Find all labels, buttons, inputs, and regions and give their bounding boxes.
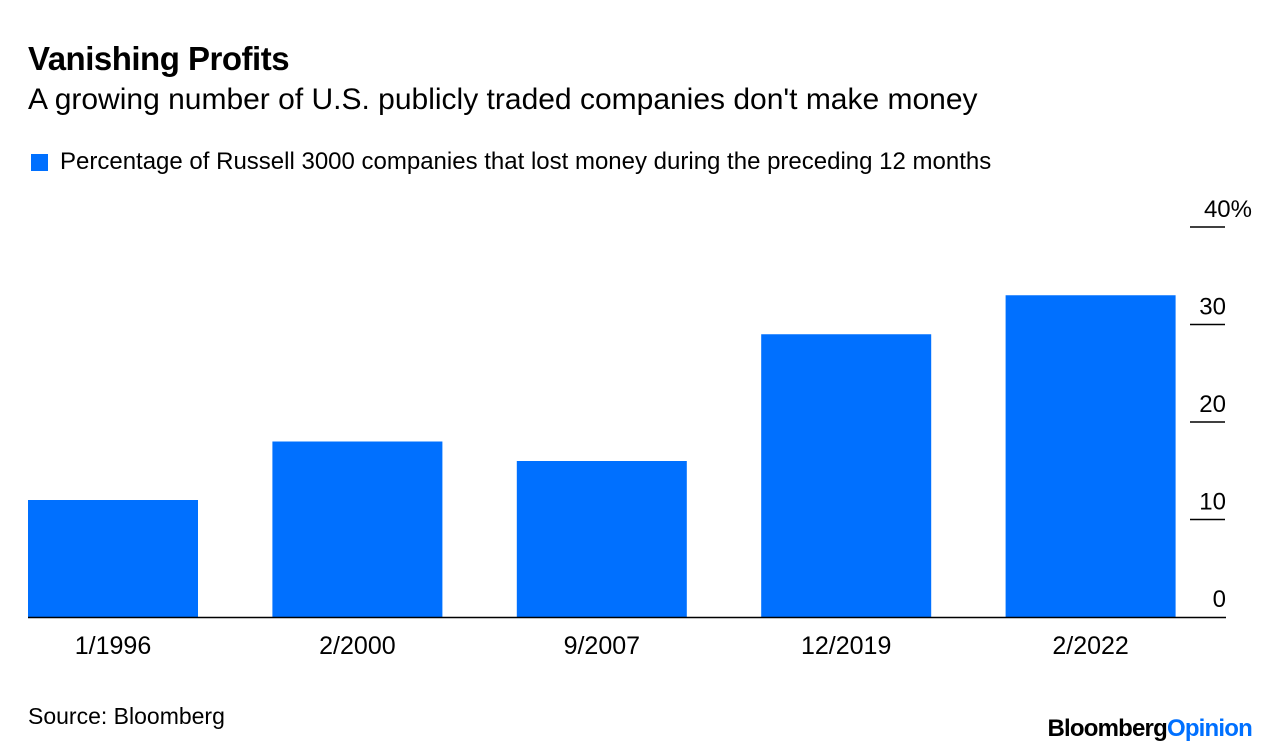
source-note: Source: Bloomberg — [28, 703, 225, 729]
chart-subtitle: A growing number of U.S. publicly traded… — [28, 83, 978, 116]
legend-swatch — [31, 153, 48, 171]
x-tick-label: 12/2019 — [801, 632, 891, 660]
logo-bloomberg: Bloomberg — [1047, 715, 1167, 742]
bar-12-2019 — [761, 334, 932, 617]
bar-2-2000 — [272, 441, 443, 617]
y-tick-label: 10 — [1199, 489, 1226, 516]
x-axis: 1/1996 2/2000 9/2007 12/2019 2/2022 — [28, 616, 1226, 660]
bar-2-2022 — [1005, 295, 1176, 617]
x-tick-label: 9/2007 — [564, 632, 640, 660]
y-tick-label: 20 — [1199, 391, 1226, 418]
logo-opinion: Opinion — [1166, 715, 1253, 742]
legend-label: Percentage of Russell 3000 companies tha… — [60, 148, 992, 175]
bars-group — [28, 295, 1176, 617]
chart-title: Vanishing Profits — [28, 40, 290, 77]
y-axis: 0 10 20 30 40% — [1190, 196, 1252, 613]
y-tick-label: 30 — [1199, 294, 1226, 321]
bar-1-1996 — [28, 500, 198, 617]
x-tick-label: 1/1996 — [75, 632, 151, 660]
x-tick-label: 2/2022 — [1052, 632, 1128, 660]
bloomberg-opinion-logo: BloombergOpinion — [1047, 715, 1252, 743]
y-tick-label: 40% — [1204, 196, 1252, 223]
bar-9-2007 — [516, 461, 687, 617]
y-tick-label: 0 — [1213, 586, 1226, 613]
legend: Percentage of Russell 3000 companies tha… — [28, 148, 991, 176]
x-tick-label: 2/2000 — [319, 632, 395, 660]
